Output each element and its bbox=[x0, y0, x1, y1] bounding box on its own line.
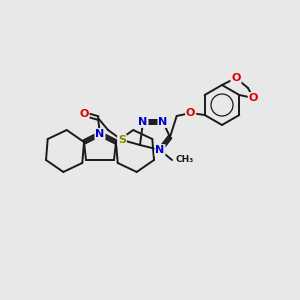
Text: N: N bbox=[138, 117, 148, 127]
Text: S: S bbox=[118, 135, 126, 145]
Text: N: N bbox=[158, 117, 168, 127]
Text: O: O bbox=[186, 108, 195, 118]
Text: N: N bbox=[155, 145, 165, 155]
Text: O: O bbox=[79, 109, 89, 119]
Text: N: N bbox=[95, 129, 105, 139]
Text: O: O bbox=[249, 93, 258, 103]
Text: O: O bbox=[231, 73, 241, 83]
Text: CH₃: CH₃ bbox=[176, 155, 194, 164]
